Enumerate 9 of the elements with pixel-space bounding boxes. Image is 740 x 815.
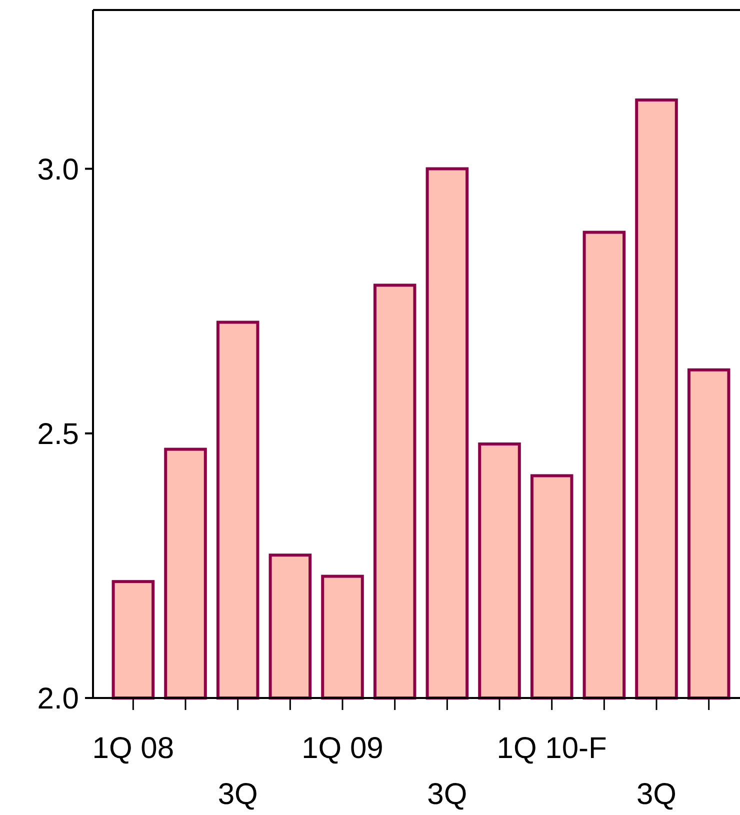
x-tick-label: 1Q 09 bbox=[302, 732, 384, 765]
x-tick-label: 3Q bbox=[427, 778, 468, 811]
x-tick-label: 1Q 10-F bbox=[496, 732, 607, 765]
x-tick-label: 1Q 08 bbox=[92, 732, 174, 765]
y-tick-label: 3.0 bbox=[37, 153, 79, 186]
y-tick-label: 2.5 bbox=[37, 418, 79, 451]
x-tick-label: 3Q bbox=[636, 778, 677, 811]
x-tick-label: 3Q bbox=[218, 778, 258, 811]
y-tick-label: 2.0 bbox=[37, 682, 79, 716]
